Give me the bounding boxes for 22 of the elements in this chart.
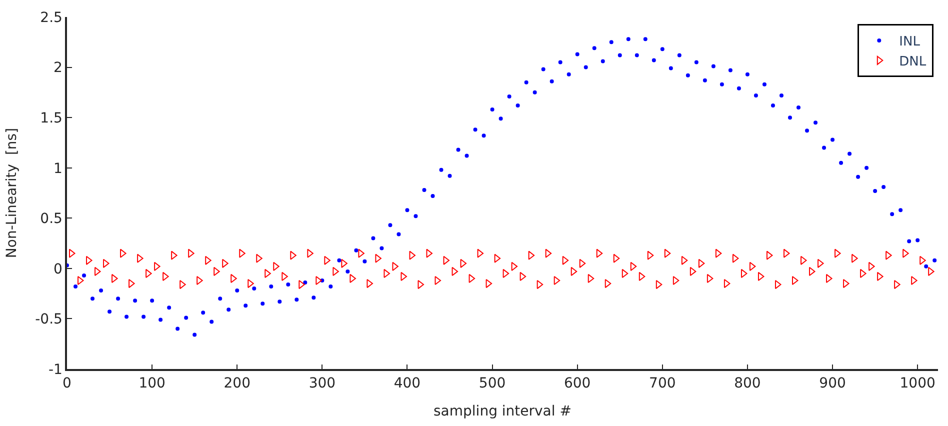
- x-tick-label: 200: [224, 376, 250, 392]
- x-tick-label: 900: [819, 376, 846, 392]
- legend-label: DNL: [899, 54, 927, 70]
- x-tick-label: 400: [394, 376, 421, 392]
- x-axis-title: sampling interval #: [434, 403, 572, 420]
- y-tick-label: -0.5: [35, 312, 62, 328]
- x-tick-label: 100: [138, 376, 166, 392]
- x-tick-label: 300: [308, 376, 336, 392]
- y-tick-label: 1.5: [40, 110, 62, 126]
- y-tick-label: -1: [48, 362, 62, 378]
- y-tick-label: 0.5: [40, 211, 62, 228]
- y-tick-label: 1: [54, 160, 62, 177]
- legend-label: INL: [899, 34, 921, 50]
- y-tick-label: 2: [54, 60, 62, 76]
- x-tick-label: 500: [478, 376, 506, 392]
- x-tick-label: 1000: [900, 376, 936, 392]
- x-tick-label: 700: [649, 376, 676, 392]
- y-tick-label: 2.5: [40, 10, 62, 26]
- y-axis-title: Non-Linearity [ns]: [4, 128, 20, 258]
- y-tick-label: 0: [54, 261, 62, 278]
- x-tick-label: 800: [734, 376, 761, 392]
- x-tick-label: 600: [564, 376, 591, 392]
